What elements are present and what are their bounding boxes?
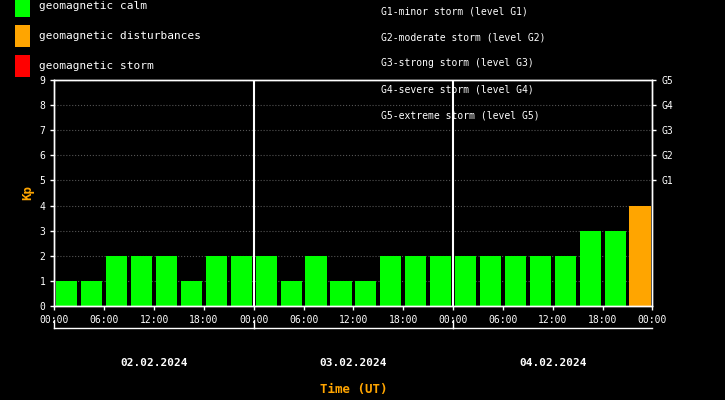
Text: geomagnetic storm: geomagnetic storm — [39, 61, 154, 71]
Bar — [555, 256, 576, 306]
Text: G1-minor storm (level G1): G1-minor storm (level G1) — [381, 6, 528, 16]
Bar — [480, 256, 501, 306]
Text: G3-strong storm (level G3): G3-strong storm (level G3) — [381, 58, 534, 68]
Text: Time (UT): Time (UT) — [320, 383, 387, 396]
Bar — [430, 256, 451, 306]
Text: G2-moderate storm (level G2): G2-moderate storm (level G2) — [381, 32, 545, 42]
Bar — [131, 256, 152, 306]
Text: G4-severe storm (level G4): G4-severe storm (level G4) — [381, 84, 534, 94]
Bar — [305, 256, 327, 306]
Text: 04.02.2024: 04.02.2024 — [519, 358, 587, 368]
Bar — [331, 281, 352, 306]
Text: 03.02.2024: 03.02.2024 — [320, 358, 387, 368]
Bar — [81, 281, 102, 306]
Bar — [181, 281, 202, 306]
Bar — [455, 256, 476, 306]
Bar — [380, 256, 402, 306]
Bar — [405, 256, 426, 306]
Text: 02.02.2024: 02.02.2024 — [120, 358, 188, 368]
Bar — [505, 256, 526, 306]
Text: G5-extreme storm (level G5): G5-extreme storm (level G5) — [381, 110, 539, 120]
Bar — [57, 281, 78, 306]
Bar — [256, 256, 277, 306]
Bar — [206, 256, 227, 306]
Bar — [629, 206, 650, 306]
Bar — [530, 256, 551, 306]
Bar — [605, 231, 626, 306]
Bar — [156, 256, 177, 306]
Text: geomagnetic disturbances: geomagnetic disturbances — [39, 31, 201, 41]
Bar — [231, 256, 252, 306]
Y-axis label: Kp: Kp — [21, 186, 34, 200]
Bar — [579, 231, 601, 306]
Bar — [106, 256, 128, 306]
Bar — [281, 281, 302, 306]
Bar — [355, 281, 376, 306]
Text: geomagnetic calm: geomagnetic calm — [39, 1, 147, 11]
